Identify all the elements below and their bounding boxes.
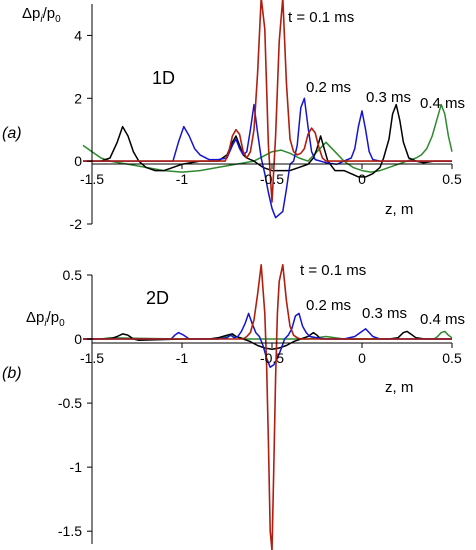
panel-a-ticks: -1.5 -1 -0.5 0 0.5 -2 0 2 4 [70, 27, 462, 232]
panel-a-xtick-label-4: 0.5 [442, 171, 462, 187]
panel-b-anno-t04: 0.4 ms [420, 311, 465, 328]
panel-a-series-4-line [82, 103, 453, 173]
panel-b-anno-t02: 0.2 ms [306, 297, 351, 314]
panel-b-panel-label: (b) [2, 365, 22, 382]
panel-a-series-2-line [83, 97, 452, 219]
panel-a-ytick-label-3: 4 [74, 27, 82, 43]
panel-a-ylabel-base: Δp [22, 5, 40, 22]
panel-b-ylabel-text: Δpi/p0 [26, 309, 65, 329]
panel-a-ylabel-sub2: 0 [55, 14, 61, 25]
panel-a-panel-label: (a) [2, 125, 22, 142]
panel-b-ytick-label-4: 0.5 [63, 267, 83, 283]
panel-b-ytick-label-0: -1.5 [58, 523, 82, 539]
panel-b-ylabel-sub1: i [44, 318, 47, 329]
panel-a-xtick-label-2: -0.5 [260, 171, 284, 187]
panel-a-ylabel-sub1: i [40, 14, 43, 25]
panel-a-ytick-label-2: 2 [74, 90, 82, 106]
panel-b-xtick-label-4: 0.5 [442, 350, 462, 366]
panel-b-series-3-line [83, 330, 452, 351]
panel-b-ticks: -1.5 -1 -0.5 0 0.5 -1.5 -1 -0.5 0 0.5 [58, 267, 462, 539]
panel-b-anno-t01: t = 0.1 ms [300, 262, 366, 279]
panel-a-ytick-label-0: -2 [70, 216, 83, 232]
panel-b-ytick-label-2: -0.5 [58, 395, 82, 411]
panel-b: -1.5 -1 -0.5 0 0.5-1.5-1-0.500.5 Δpi/p0 2D (… [2, 262, 465, 550]
panel-b-curves [83, 263, 453, 550]
panel-a-xlabel: z, m [385, 201, 413, 218]
panel-a-ylabel-text: Δpi/p0 [22, 5, 61, 25]
panel-b-ylabel-sub2: 0 [59, 318, 65, 329]
panel-b-anno-t03: 0.3 ms [362, 305, 407, 322]
panel-b-ytick-label-3: 0 [74, 331, 82, 347]
panel-b-xtick-label-2: -0.5 [260, 350, 284, 366]
panel-b-ylabel-base: Δp [26, 309, 44, 326]
panel-a-anno-t02: 0.2 ms [306, 79, 351, 96]
panel-a-curves [82, 0, 453, 219]
panel-b-ylabel-mid: /p [47, 309, 60, 326]
panel-b-series-2-line [83, 312, 452, 368]
panel-a-ytick-label-1: 0 [74, 153, 82, 169]
panel-a-series-1-line [83, 0, 452, 203]
panel-b-dim-label: 2D [146, 288, 169, 308]
panel-a-series-3-line [83, 103, 452, 178]
panel-b-xlabel: z, m [385, 379, 413, 396]
panel-a-anno-t04: 0.4 ms [420, 95, 465, 112]
panel-a-ylabel-mid: /p [43, 5, 56, 22]
panel-a-xtick-label-3: 0 [358, 171, 366, 187]
panel-a-dim-label: 1D [152, 68, 175, 88]
panel-b-ytick-label-1: -1 [70, 459, 83, 475]
panel-b-xtick-label-0: -1.5 [80, 350, 104, 366]
panel-a-xtick-label-0: -1.5 [80, 171, 104, 187]
panel-b-xtick-label-1: -1 [176, 350, 189, 366]
panel-a-anno-t03: 0.3 ms [366, 89, 411, 106]
panel-b-series-1-line [83, 263, 452, 550]
panel-b-xtick-label-3: 0 [358, 350, 366, 366]
panel-a-xtick-label-1: -1 [176, 171, 189, 187]
panel-a-anno-t01: t = 0.1 ms [288, 9, 354, 26]
